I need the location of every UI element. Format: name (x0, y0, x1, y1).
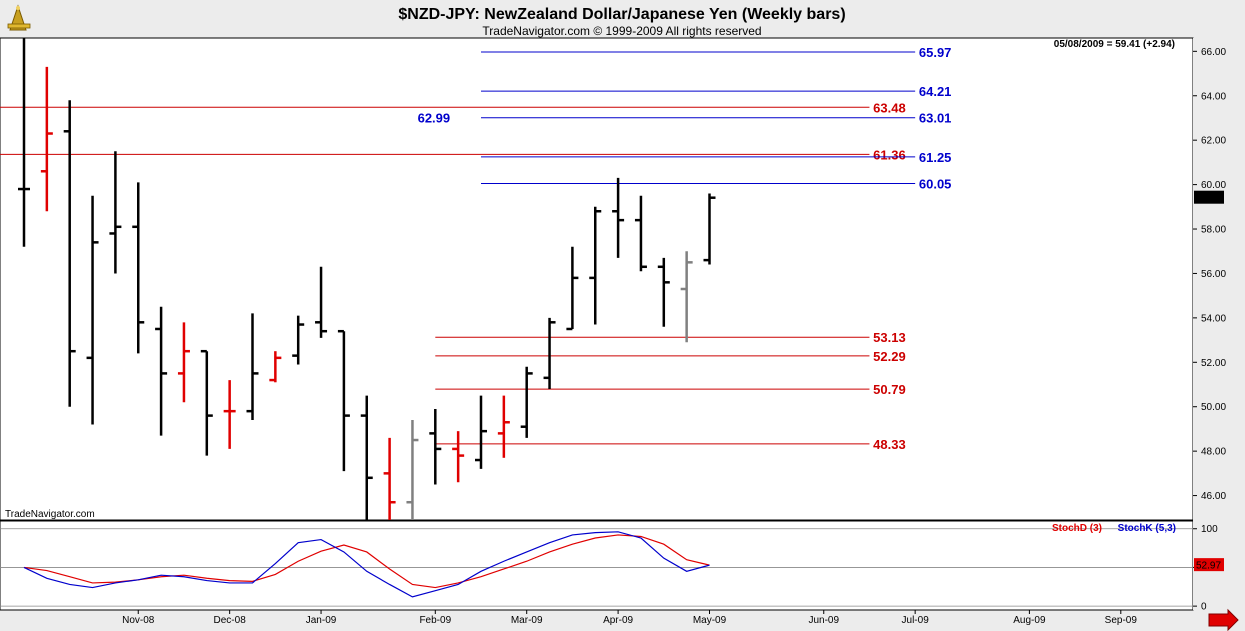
date-tick-label: Aug-09 (1013, 615, 1046, 626)
stochastic-tick-label: 100 (1201, 524, 1218, 535)
stochastic-tick-label: 0 (1201, 602, 1207, 613)
date-tick-label: Jul-09 (902, 615, 930, 626)
price-tick-label: 62.00 (1201, 136, 1226, 147)
date-tick-label: Feb-09 (419, 615, 451, 626)
stochastic-last-badge (1194, 558, 1224, 572)
level-label: 52.29 (873, 349, 906, 364)
stochastic-panel (0, 520, 1194, 611)
last-price-badge (1194, 190, 1224, 204)
stochastic-lines (23, 531, 710, 598)
date-tick-label: Sep-09 (1105, 615, 1138, 626)
legend-stochd: StochD (3) (1052, 523, 1102, 534)
last-price-label: 59.41 (1196, 193, 1221, 204)
price-tick-label: 46.00 (1201, 491, 1226, 502)
price-tick-label: 66.00 (1201, 47, 1226, 58)
date-tick-label: Nov-08 (122, 615, 155, 626)
level-side-label: 62.99 (418, 111, 451, 126)
price-tick-label: 50.00 (1201, 402, 1226, 413)
header-band (0, 0, 1245, 38)
date-tick-label: Dec-08 (214, 615, 247, 626)
level-label: 50.79 (873, 382, 906, 397)
price-axis-ticks: 46.00 48.00 50.00 52.00 54.00 56.00 58.00 60.00… (1193, 47, 1226, 502)
stochastic-axis-ticks: 10050052.97 (0, 524, 1224, 613)
fibonacci-levels: 63.48 61.36 65.97 64.21 63.01 61.25 60.05 53.13… (0, 45, 951, 452)
price-tick-label: 58.00 (1201, 225, 1226, 236)
stochastic-last-label: 52.97 (1196, 561, 1221, 572)
level-label: 60.05 (919, 176, 952, 191)
chart-title: $NZD-JPY: NewZealand Dollar/Japanese Yen… (398, 6, 845, 23)
date-tick-label: Apr-09 (603, 615, 633, 626)
legend-stochk: StochK (5,3) (1118, 523, 1176, 534)
stochk-line (23, 531, 710, 598)
level-label: 61.25 (919, 150, 952, 165)
price-tick-label: 54.00 (1201, 313, 1226, 324)
level-label: 63.48 (873, 100, 906, 115)
level-label: 61.36 (873, 147, 906, 162)
ohlc-bars (18, 38, 716, 520)
level-label: 48.33 (873, 437, 906, 452)
price-tick-label: 52.00 (1201, 358, 1226, 369)
date-tick-label: Jun-09 (808, 615, 839, 626)
level-label: 65.97 (919, 45, 952, 60)
date-tick-label: Jan-09 (306, 615, 337, 626)
price-tick-label: 56.00 (1201, 269, 1226, 280)
date-tick-label: Mar-09 (511, 615, 543, 626)
level-label: 64.21 (919, 84, 952, 99)
date-axis-labels: Nov-08 Dec-08 Jan-09 Feb-09 Mar-09 Apr-09 May-… (122, 610, 1137, 626)
price-tick-label: 60.00 (1201, 180, 1226, 191)
date-tick-label: May-09 (693, 615, 727, 626)
tradenavigator-logo-icon (4, 4, 34, 34)
last-quote-readout: 05/08/2009 = 59.41 (+2.94) (1054, 39, 1175, 50)
price-tick-label: 48.00 (1201, 447, 1226, 458)
scroll-right-arrow-icon[interactable] (1208, 608, 1239, 631)
price-axis (1193, 38, 1245, 610)
watermark-text: TradeNavigator.com (5, 509, 95, 520)
chart-subtitle: TradeNavigator.com © 1999-2009 All right… (482, 24, 761, 38)
price-tick-label: 64.00 (1201, 91, 1226, 102)
level-label: 63.01 (919, 111, 952, 126)
level-label: 53.13 (873, 330, 906, 345)
